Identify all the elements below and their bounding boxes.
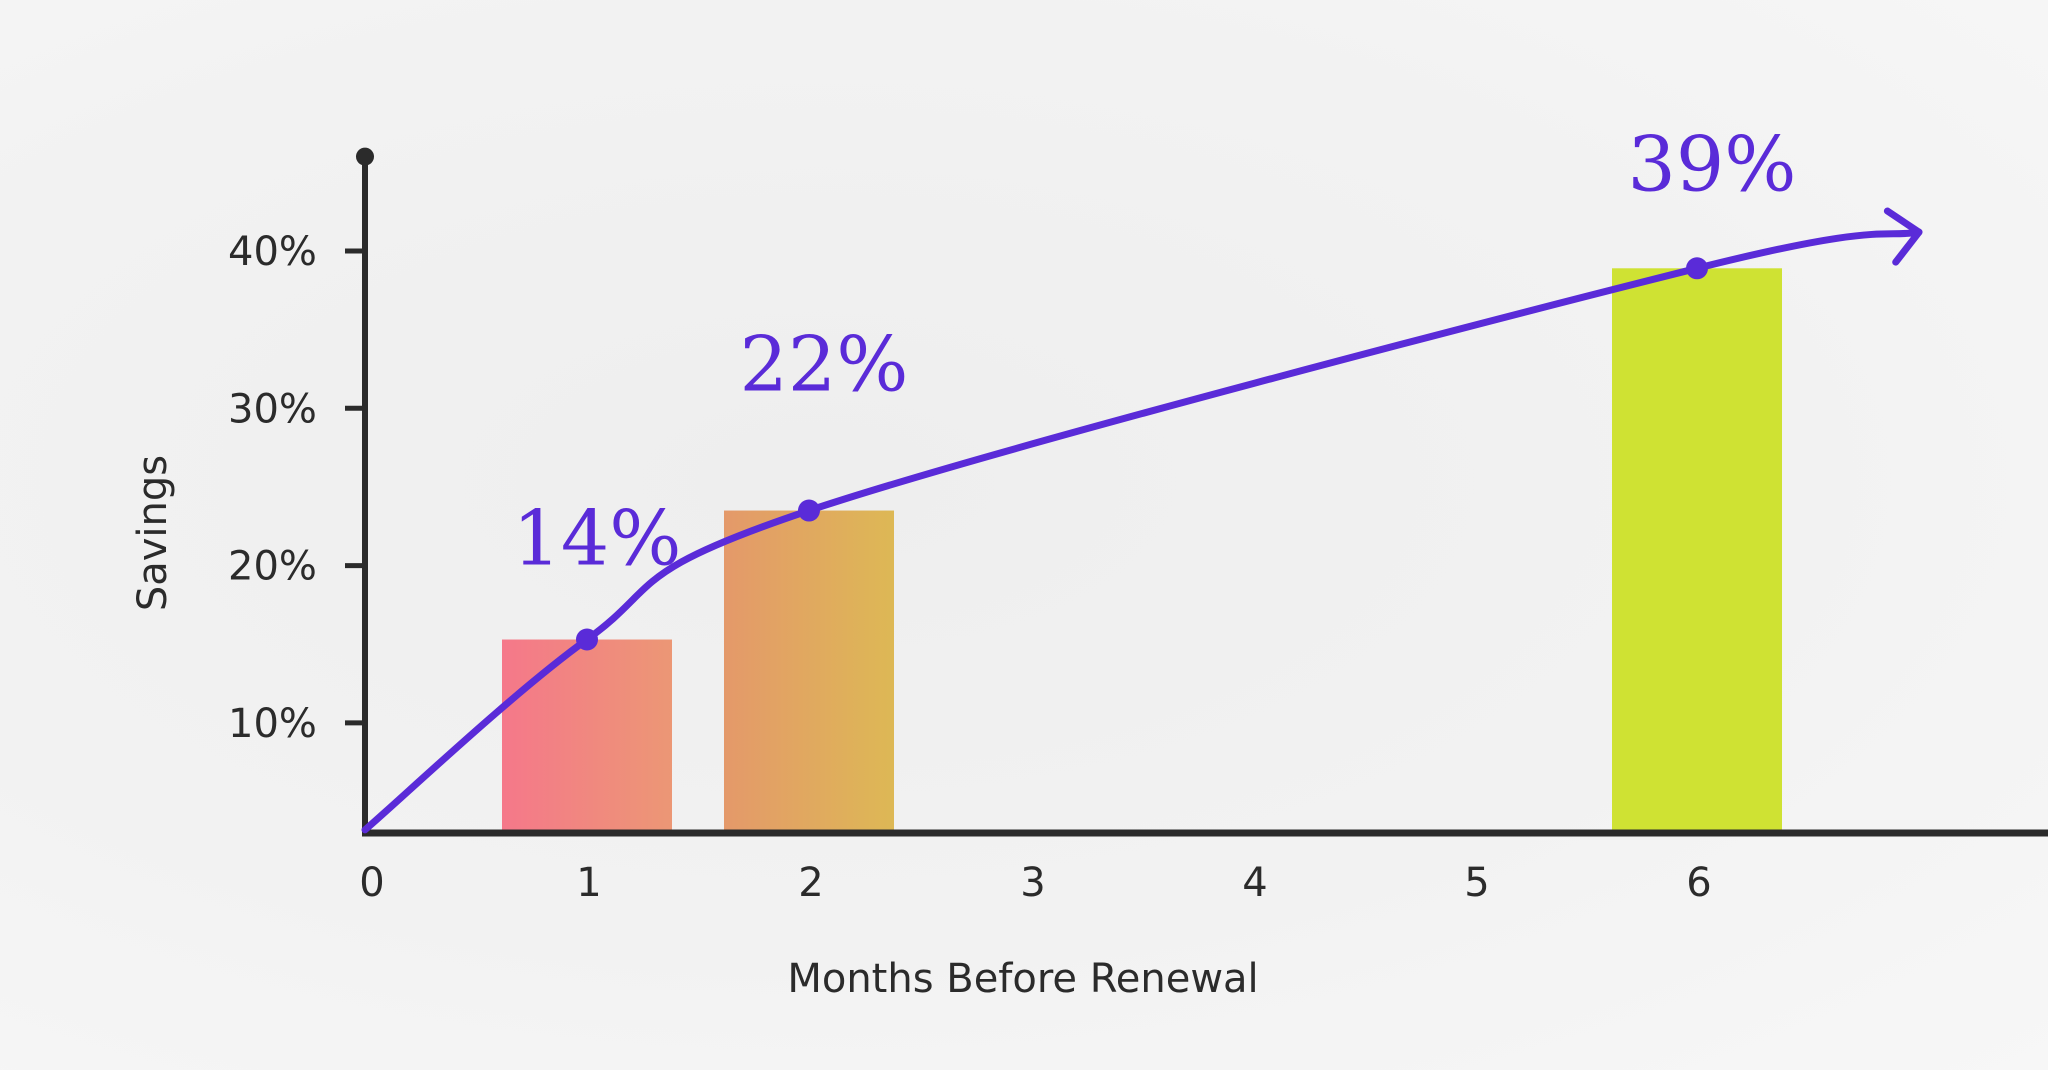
bar-month-6 [1612,268,1782,834]
savings-trend-line [361,228,1923,834]
bar-month-1 [502,639,672,833]
data-label-month-1: 14% [513,494,682,583]
y-tick-label: 20% [228,544,317,590]
curve-layer [361,207,1923,834]
y-ticks-layer: 10% 20% 30% 40% [228,229,365,747]
y-axis-title: Savings [130,455,176,611]
x-tick-label: 1 [576,860,601,906]
data-label-month-2: 22% [740,320,909,409]
data-point-month-6 [1686,257,1708,280]
data-point-month-2 [798,499,820,522]
x-tick-label: 5 [1464,860,1489,906]
x-tick-label: 3 [1020,860,1045,906]
x-tick-label: 6 [1686,860,1711,906]
data-label-month-6: 39% [1628,119,1797,208]
bar-month-2 [724,510,894,833]
y-tick-label: 10% [228,701,317,747]
y-axis-end-dot [356,147,374,166]
x-ticks-layer: 0 1 2 3 4 5 6 [359,860,1711,906]
x-tick-label: 4 [1242,860,1267,906]
y-tick-label: 40% [228,229,317,275]
trend-arrow-head [1883,207,1923,266]
y-tick-label: 30% [228,386,317,432]
x-tick-label: 0 [359,860,384,906]
data-point-month-1 [576,628,598,651]
data-labels-layer: 14% 22% 39% [513,119,1797,582]
x-axis-title: Months Before Renewal [787,956,1258,1002]
bars-layer [502,268,1782,834]
x-tick-label: 2 [798,860,823,906]
